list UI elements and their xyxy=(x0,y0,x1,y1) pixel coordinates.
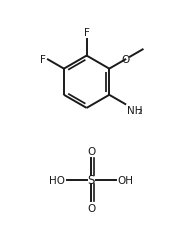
Text: O: O xyxy=(87,147,95,157)
Text: 2: 2 xyxy=(138,108,142,114)
Text: NH: NH xyxy=(127,105,142,115)
Text: OH: OH xyxy=(117,175,133,185)
Text: HO: HO xyxy=(49,175,65,185)
Text: S: S xyxy=(88,173,95,186)
Text: F: F xyxy=(84,28,90,38)
Text: O: O xyxy=(87,203,95,213)
Text: F: F xyxy=(40,55,46,65)
Text: O: O xyxy=(121,55,129,65)
